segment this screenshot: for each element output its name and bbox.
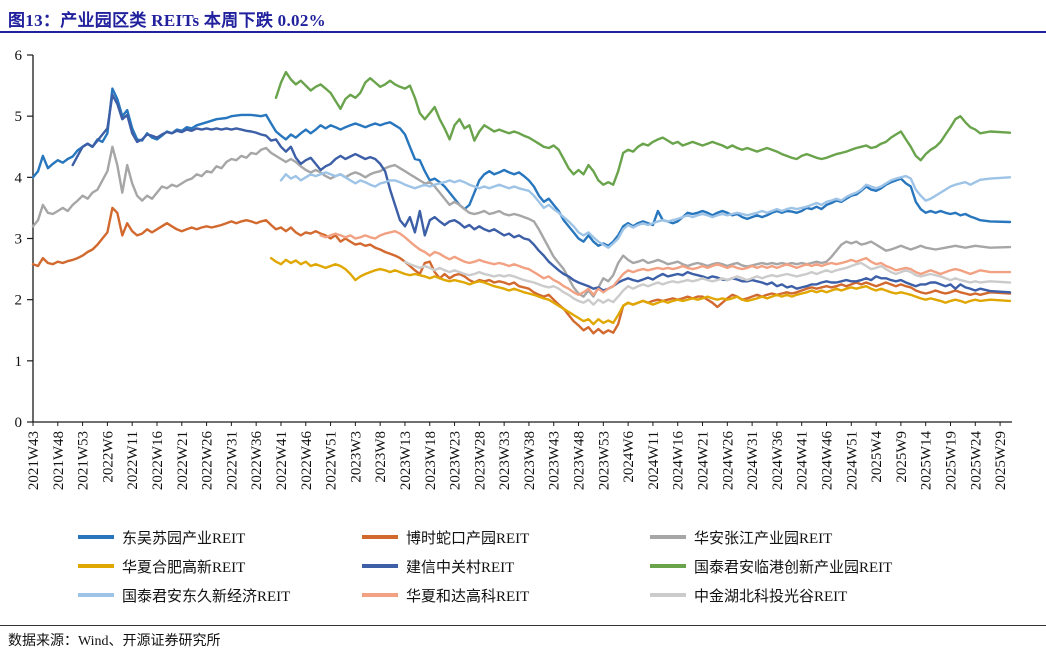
series-line-5 [71,93,1012,294]
x-axis-label: 2022W31 [224,431,240,490]
series-line-2 [31,206,1012,335]
legend-item-4: 华夏合肥高新REIT [78,555,362,577]
x-axis-label: 2023W38 [522,431,538,490]
x-axis-label: 2024W36 [770,431,786,491]
legend-label: 国泰君安临港创新产业园REIT [694,559,893,576]
x-axis-label: 2024W46 [820,431,836,491]
x-axis-label: 2022W21 [175,431,191,490]
legend-line-swatch [362,593,398,597]
x-axis-label: 2023W33 [497,431,513,490]
y-axis-label: 6 [15,48,23,64]
legend-line-swatch [650,535,686,539]
series-line-7 [279,171,1012,249]
legend-label: 博时蛇口产园REIT [406,530,530,547]
legend-line-swatch [78,535,114,539]
legend-line-swatch [78,593,114,597]
y-axis-label: 5 [15,109,23,125]
legend-label: 中金湖北科投光谷REIT [694,588,848,605]
legend-label: 国泰君安东久新经济REIT [122,588,291,605]
x-axis-label: 2023W8 [373,431,389,483]
legend-line-swatch [78,564,114,568]
x-axis-label: 2023W18 [423,431,439,490]
x-axis-label: 2024W16 [671,431,687,491]
x-axis-label: 2022W6 [100,431,116,483]
legend-line-swatch [362,564,398,568]
x-axis-label: 2022W16 [150,431,166,491]
x-axis-label: 2025W29 [993,431,1009,490]
legend-item-5: 建信中关村REIT [362,555,650,577]
x-axis-label: 2024W26 [720,431,736,491]
series-line-9 [403,260,1012,306]
y-axis-label: 1 [15,354,23,370]
x-axis-label: 2023W28 [472,431,488,490]
y-axis-label: 2 [15,293,23,309]
x-axis-label: 2025W24 [968,431,984,491]
y-axis-label: 0 [15,415,23,431]
legend-item-8: 华夏和达高科REIT [362,584,650,606]
x-axis-label: 2022W41 [274,431,290,490]
figure-title: 图13：产业园区类 REITs 本周下跌 0.02% [8,11,326,30]
x-axis-label: 2023W3 [348,431,364,483]
x-axis-label: 2024W51 [844,431,860,490]
x-axis-label: 2023W53 [596,431,612,490]
data-source: 数据来源：Wind、开源证券研究所 [8,634,221,649]
legend-line-swatch [650,593,686,597]
y-axis-label: 3 [15,232,23,248]
x-axis-label: 2021W53 [76,431,92,490]
x-axis-label: 2023W23 [448,431,464,490]
x-axis-label: 2024W41 [795,431,811,490]
y-axis-label: 4 [15,170,23,186]
legend-label: 华安张江产业园REIT [694,530,833,547]
x-axis-label: 2025W9 [894,431,910,483]
x-axis-label: 2023W43 [547,431,563,490]
x-axis-label: 2022W26 [200,431,216,491]
x-axis-label: 2023W48 [572,431,588,490]
series-line-4 [269,256,1012,326]
series-line-1 [31,87,1012,248]
legend-label: 建信中关村REIT [406,559,515,576]
chart-legend: 东吴苏园产业REIT 博时蛇口产园REIT 华安张江产业园REIT 华夏合肥高新REI… [0,526,1046,606]
x-axis-label: 2022W36 [249,431,265,491]
x-axis-label: 2025W19 [943,431,959,490]
legend-label: 东吴苏园产业REIT [122,530,246,547]
x-axis-label: 2025W14 [919,431,935,491]
series-line-3 [31,145,1012,298]
legend-item-9: 中金湖北科投光谷REIT [650,584,1046,606]
x-axis-label: 2022W46 [299,431,315,491]
x-axis-label: 2024W21 [696,431,712,490]
series-line-6 [274,70,1012,186]
legend-label: 华夏和达高科REIT [406,588,530,605]
legend-item-2: 博时蛇口产园REIT [362,526,650,548]
price-line-chart: 0 1 2 3 4 5 6 2021W43 2021W48 2021W53 2022W6 2022W1… [15,48,1012,491]
x-axis-label: 2024W31 [745,431,761,490]
legend-item-3: 华安张江产业园REIT [650,526,1046,548]
legend-item-6: 国泰君安临港创新产业园REIT [650,555,1046,577]
legend-line-swatch [650,564,686,568]
x-axis-label: 2024W11 [646,431,662,490]
series-line-8 [319,229,1012,296]
legend-label: 华夏合肥高新REIT [122,559,246,576]
x-axis-label: 2022W51 [324,431,340,490]
x-axis-label: 2023W13 [398,431,414,490]
legend-item-1: 东吴苏园产业REIT [78,526,362,548]
x-axis-label: 2025W4 [869,431,885,483]
footer-divider [0,625,1046,626]
legend-line-swatch [362,535,398,539]
x-axis-label: 2024W6 [621,431,637,483]
x-axis-label: 2021W48 [51,431,67,490]
legend-item-7: 国泰君安东久新经济REIT [78,584,362,606]
x-axis-label: 2022W11 [125,431,141,490]
x-axis-label: 2021W43 [26,431,42,490]
title-divider [0,31,1046,33]
